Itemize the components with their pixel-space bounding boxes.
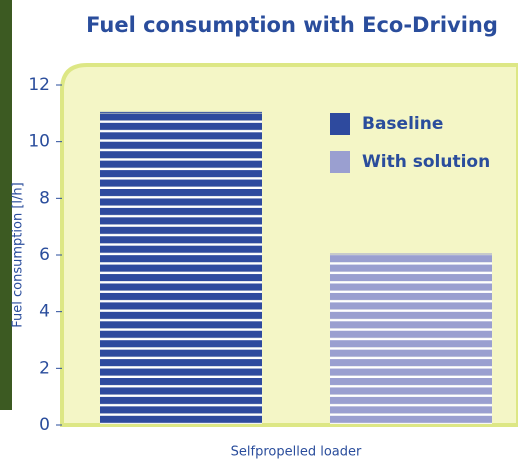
bar (100, 113, 262, 425)
y-tick-label: 2 (39, 358, 50, 378)
y-tick-label: 6 (39, 245, 50, 265)
bar (330, 255, 492, 425)
x-tick-label: Selfpropelled loader (231, 445, 362, 460)
side-photo (0, 0, 12, 410)
y-tick-label: 12 (28, 75, 50, 95)
y-axis-label: Fuel consumption [l/h] (11, 182, 26, 327)
legend-swatch (330, 151, 350, 173)
legend-swatch (330, 113, 350, 135)
chart-title: Fuel consumption with Eco-Driving (86, 13, 498, 37)
legend-label: Baseline (362, 114, 443, 134)
legend-label: With solution (362, 152, 490, 172)
y-tick-label: 8 (39, 188, 50, 208)
y-tick-label: 10 (28, 132, 50, 152)
y-tick-label: 0 (39, 415, 50, 435)
y-tick-label: 4 (39, 302, 50, 322)
